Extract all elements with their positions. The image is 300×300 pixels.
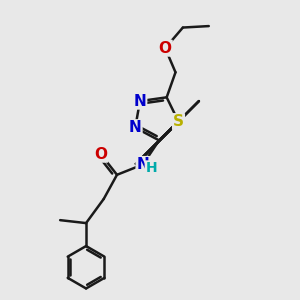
Text: N: N (134, 94, 146, 109)
Text: N: N (136, 157, 149, 172)
Text: H: H (145, 161, 157, 175)
Text: O: O (159, 41, 172, 56)
Text: S: S (173, 114, 184, 129)
Text: N: N (129, 120, 142, 135)
Text: O: O (94, 147, 107, 162)
